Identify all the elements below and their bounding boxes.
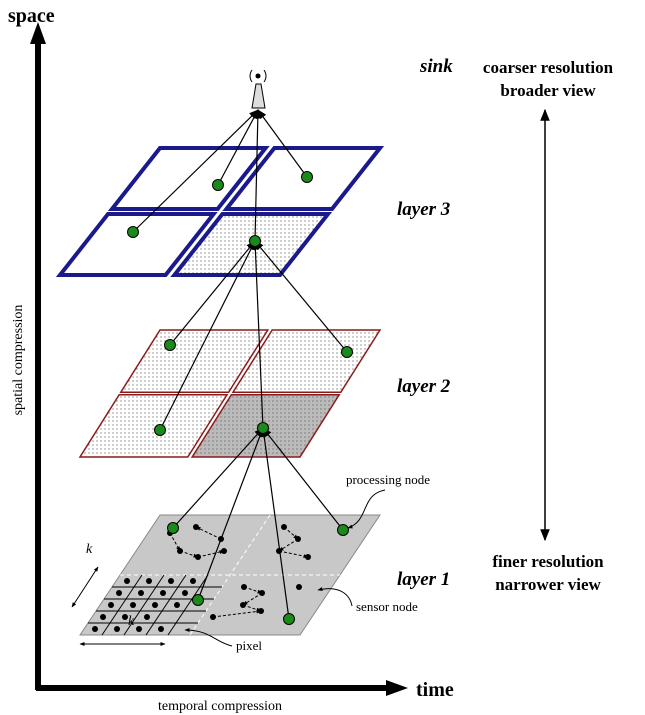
y-label: space bbox=[8, 5, 55, 27]
sensor-node bbox=[160, 590, 166, 596]
sensor-node bbox=[116, 590, 122, 596]
sensor-node bbox=[92, 626, 98, 632]
processing-node bbox=[258, 423, 269, 434]
sensor-node bbox=[144, 614, 150, 620]
scale-label: broader view bbox=[500, 81, 596, 100]
processing-node bbox=[168, 523, 179, 534]
annotation: processing node bbox=[346, 472, 430, 487]
scale-label: narrower view bbox=[495, 575, 601, 594]
sensor-node bbox=[168, 578, 174, 584]
processing-node bbox=[302, 172, 313, 183]
annotation: pixel bbox=[236, 638, 262, 653]
layer-label: layer 1 bbox=[397, 569, 450, 590]
processing-node bbox=[155, 425, 166, 436]
sensor-node bbox=[146, 578, 152, 584]
layer-label: layer 2 bbox=[397, 376, 451, 397]
sensor-node bbox=[138, 590, 144, 596]
sensor-node bbox=[296, 584, 302, 590]
sensor-node bbox=[174, 602, 180, 608]
annotation: k bbox=[86, 542, 93, 557]
sink-antenna bbox=[252, 84, 265, 108]
processing-node bbox=[128, 227, 139, 238]
sensor-node bbox=[182, 590, 188, 596]
scale-label: finer resolution bbox=[492, 552, 604, 571]
processing-node bbox=[250, 236, 261, 247]
processing-node bbox=[213, 180, 224, 191]
processing-node bbox=[193, 595, 204, 606]
sensor-node bbox=[130, 602, 136, 608]
sensor-node bbox=[124, 578, 130, 584]
annotation: sensor node bbox=[356, 599, 418, 614]
y-caption: spatial compression bbox=[11, 305, 26, 416]
annotation: k bbox=[128, 614, 135, 629]
sensor-node bbox=[158, 626, 164, 632]
shapes bbox=[60, 70, 380, 635]
sensor-node bbox=[114, 626, 120, 632]
processing-node bbox=[284, 614, 295, 625]
x-label: time bbox=[416, 679, 454, 701]
sink-antenna bbox=[256, 74, 261, 79]
sensor-node bbox=[152, 602, 158, 608]
x-caption: temporal compression bbox=[158, 699, 282, 714]
processing-node bbox=[342, 347, 353, 358]
sensor-node bbox=[136, 626, 142, 632]
sensor-node bbox=[190, 578, 196, 584]
k-arrow bbox=[72, 567, 98, 607]
layer-label: layer 3 bbox=[397, 199, 450, 220]
x-arrow bbox=[386, 680, 408, 696]
layer-label: sink bbox=[419, 56, 453, 77]
sensor-node bbox=[100, 614, 106, 620]
processing-node bbox=[338, 525, 349, 536]
scale-label: coarser resolution bbox=[483, 58, 614, 77]
sensor-node bbox=[108, 602, 114, 608]
processing-node bbox=[165, 340, 176, 351]
diagram: space time spatial compression temporal … bbox=[0, 0, 645, 715]
